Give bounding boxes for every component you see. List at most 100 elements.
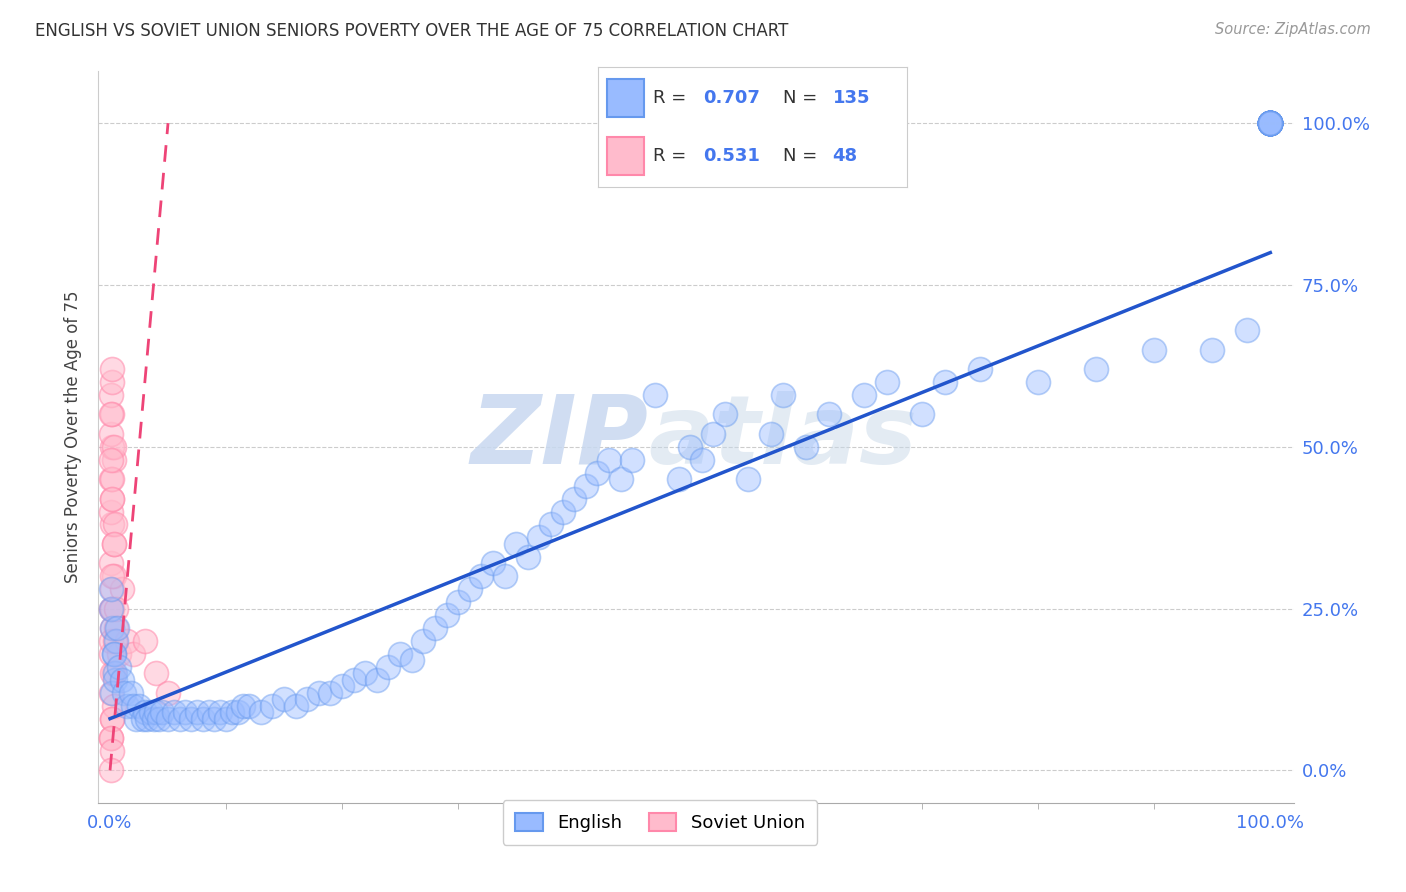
Point bbox=[145, 705, 167, 719]
Point bbox=[111, 673, 134, 687]
Point bbox=[354, 666, 377, 681]
Point bbox=[262, 698, 284, 713]
Point bbox=[100, 472, 122, 486]
Point bbox=[186, 705, 208, 719]
Text: N =: N = bbox=[783, 147, 817, 165]
Point bbox=[100, 504, 122, 518]
Text: Source: ZipAtlas.com: Source: ZipAtlas.com bbox=[1215, 22, 1371, 37]
Point bbox=[104, 634, 127, 648]
Point bbox=[101, 621, 124, 635]
Point bbox=[598, 452, 620, 467]
Point bbox=[104, 621, 127, 635]
Point bbox=[134, 634, 156, 648]
Point bbox=[540, 517, 562, 532]
Point bbox=[103, 698, 125, 713]
Point bbox=[447, 595, 470, 609]
Point bbox=[104, 634, 127, 648]
Point bbox=[818, 408, 841, 422]
Point bbox=[1258, 116, 1281, 130]
Point bbox=[1258, 116, 1281, 130]
Point bbox=[1258, 116, 1281, 130]
Point bbox=[308, 686, 330, 700]
Point bbox=[145, 666, 167, 681]
Point bbox=[101, 440, 124, 454]
Point bbox=[204, 712, 226, 726]
Point bbox=[609, 472, 631, 486]
Point bbox=[103, 569, 125, 583]
Point bbox=[1258, 116, 1281, 130]
Point bbox=[330, 679, 353, 693]
Point bbox=[124, 712, 146, 726]
Point bbox=[562, 491, 585, 506]
Point bbox=[702, 426, 724, 441]
Point bbox=[482, 557, 505, 571]
Point bbox=[458, 582, 481, 597]
Point bbox=[343, 673, 366, 687]
Point bbox=[108, 647, 131, 661]
Point bbox=[100, 452, 122, 467]
Point bbox=[690, 452, 713, 467]
Point bbox=[101, 375, 124, 389]
Point bbox=[163, 705, 186, 719]
Point bbox=[103, 647, 125, 661]
Point bbox=[100, 557, 122, 571]
Point bbox=[103, 666, 125, 681]
Point bbox=[101, 569, 124, 583]
Point bbox=[401, 653, 423, 667]
Point bbox=[180, 712, 202, 726]
Point bbox=[105, 621, 128, 635]
Point bbox=[714, 408, 737, 422]
Point bbox=[101, 517, 124, 532]
Point bbox=[169, 712, 191, 726]
Point bbox=[1258, 116, 1281, 130]
Point bbox=[101, 601, 124, 615]
Point bbox=[273, 692, 295, 706]
FancyBboxPatch shape bbox=[607, 79, 644, 118]
Point bbox=[1258, 116, 1281, 130]
Point bbox=[1258, 116, 1281, 130]
Point bbox=[575, 478, 598, 492]
Point bbox=[157, 712, 180, 726]
Point bbox=[100, 582, 122, 597]
Legend: English, Soviet Union: English, Soviet Union bbox=[503, 800, 817, 845]
Point bbox=[494, 569, 516, 583]
Point bbox=[100, 426, 122, 441]
Point bbox=[226, 705, 249, 719]
Point bbox=[1258, 116, 1281, 130]
Point bbox=[1258, 116, 1281, 130]
Point bbox=[128, 698, 150, 713]
Point bbox=[1258, 116, 1281, 130]
Point bbox=[621, 452, 644, 467]
Point bbox=[100, 601, 122, 615]
Point bbox=[1085, 362, 1108, 376]
Point bbox=[117, 634, 139, 648]
Point bbox=[1258, 116, 1281, 130]
Point bbox=[516, 549, 538, 564]
Point bbox=[120, 686, 142, 700]
Point bbox=[101, 582, 124, 597]
Point bbox=[1258, 116, 1281, 130]
Point bbox=[934, 375, 956, 389]
Point bbox=[100, 731, 122, 745]
Point bbox=[104, 673, 127, 687]
Point bbox=[250, 705, 273, 719]
Point bbox=[737, 472, 759, 486]
Point bbox=[104, 517, 127, 532]
Point bbox=[1258, 116, 1281, 130]
Point bbox=[1258, 116, 1281, 130]
Point bbox=[103, 537, 125, 551]
Text: 0.531: 0.531 bbox=[703, 147, 759, 165]
Point bbox=[209, 705, 232, 719]
Point bbox=[143, 712, 166, 726]
Point bbox=[1258, 116, 1281, 130]
Point bbox=[1143, 343, 1166, 357]
Point bbox=[853, 388, 876, 402]
Point bbox=[191, 712, 214, 726]
Point bbox=[1258, 116, 1281, 130]
Point bbox=[221, 705, 243, 719]
Point bbox=[389, 647, 412, 661]
Point bbox=[136, 712, 159, 726]
Point bbox=[157, 686, 180, 700]
Point bbox=[1258, 116, 1281, 130]
Point bbox=[1026, 375, 1049, 389]
